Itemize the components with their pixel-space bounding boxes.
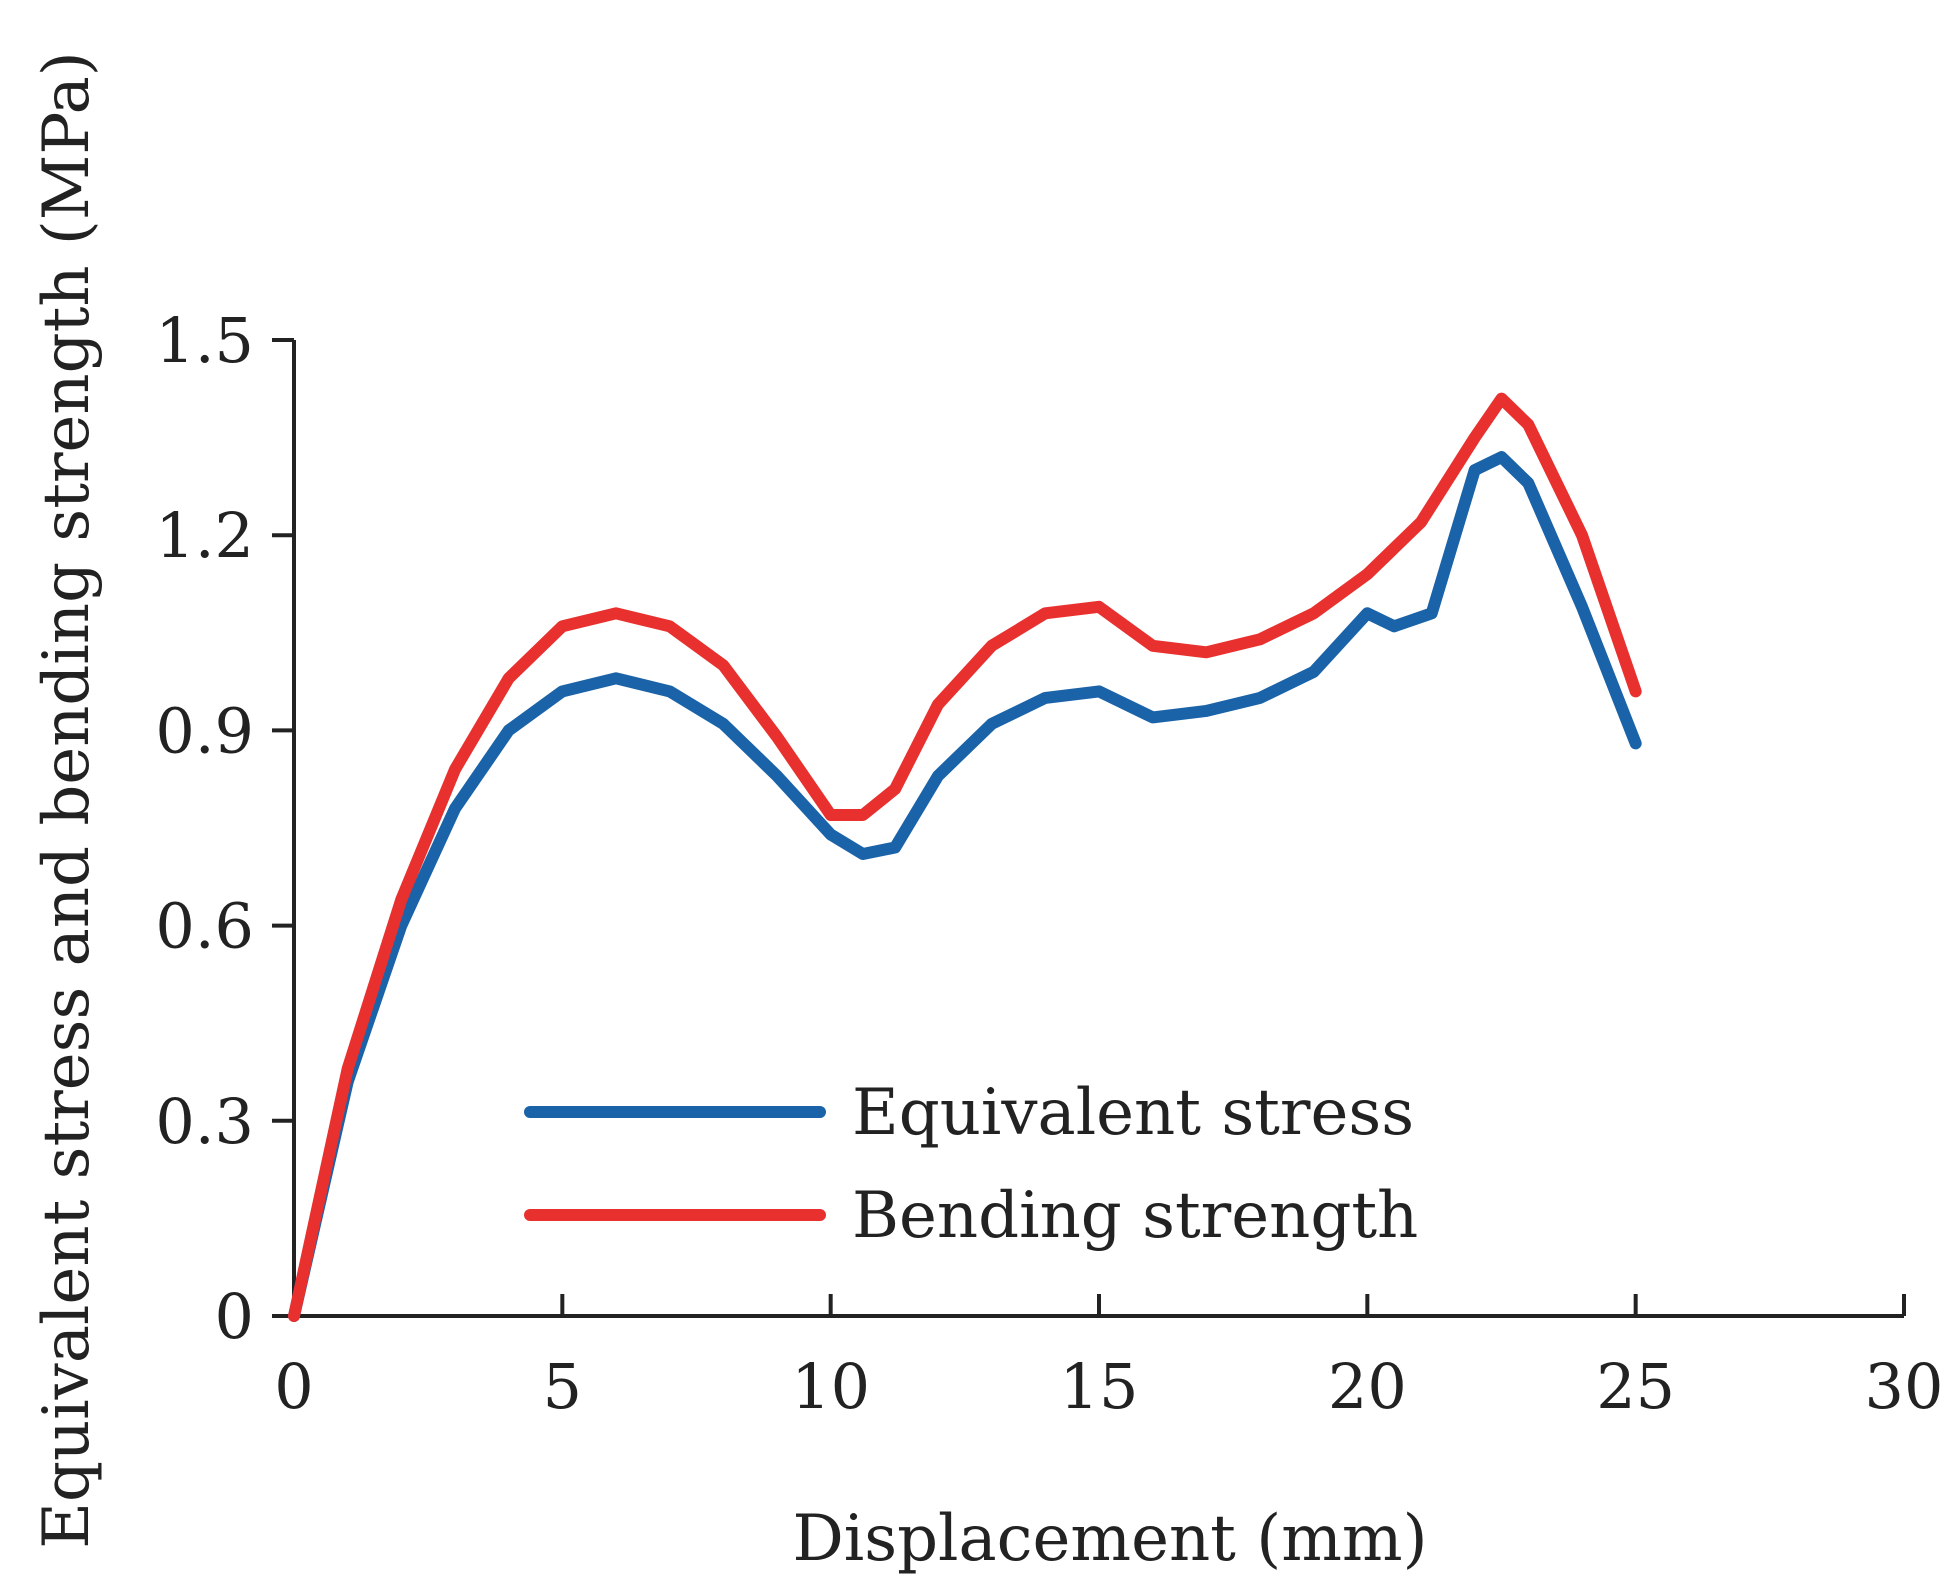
y-tick-label: 0.3 — [155, 1085, 254, 1158]
y-tick-label: 0.9 — [155, 694, 254, 767]
y-ticks: 0 0.3 0.6 0.9 1.2 1.5 — [155, 304, 294, 1353]
x-axis-title: Displacement (mm) — [792, 1502, 1427, 1576]
series-line-bending-strength — [288, 392, 1642, 1322]
x-tick-label: 5 — [543, 1350, 582, 1423]
y-tick-label: 1.2 — [155, 499, 254, 572]
series-group — [288, 392, 1642, 1322]
x-tick-label: 25 — [1596, 1350, 1675, 1423]
x-tick-label: 0 — [274, 1350, 313, 1423]
legend: Equivalent stress Bending strength — [524, 1076, 1418, 1253]
y-tick-label: 0.6 — [155, 890, 254, 963]
x-tick-label: 10 — [791, 1350, 870, 1423]
legend-label-equivalent-stress: Equivalent stress — [852, 1076, 1414, 1150]
x-tick-label: 20 — [1328, 1350, 1407, 1423]
legend-label-bending-strength: Bending strength — [852, 1179, 1418, 1253]
y-tick-label: 0 — [215, 1280, 254, 1353]
x-tick-label: 30 — [1865, 1350, 1944, 1423]
y-tick-label: 1.5 — [155, 304, 254, 377]
x-ticks: 0 5 10 15 20 25 30 — [274, 1294, 1943, 1423]
x-tick-label: 15 — [1060, 1350, 1139, 1423]
series-line-equivalent-stress — [288, 451, 1642, 1322]
y-axis-title: Equivalent stress and bending strength (… — [30, 51, 104, 1548]
